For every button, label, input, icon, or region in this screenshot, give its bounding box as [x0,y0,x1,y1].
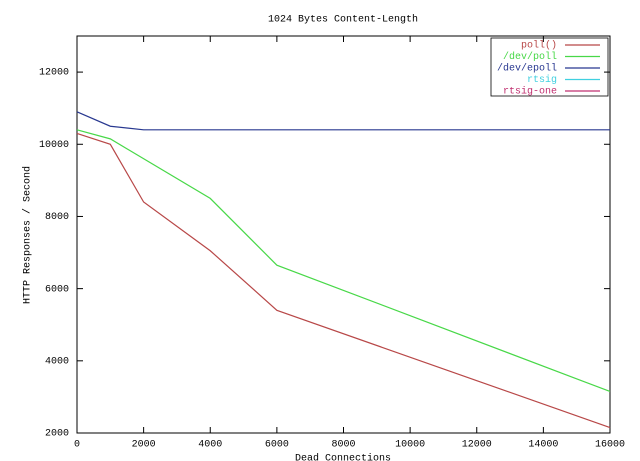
x-tick-label: 8000 [331,440,355,451]
chart-title: 1024 Bytes Content-Length [268,14,418,26]
y-tick-label: 4000 [45,356,69,367]
y-tick-label: 12000 [39,68,69,79]
x-tick-label: 4000 [198,440,222,451]
x-tick-label: 14000 [528,440,558,451]
y-tick-label: 8000 [45,212,69,223]
x-tick-label: 16000 [595,440,625,451]
series-line [76,132,611,429]
legend-box [490,37,609,97]
y-tick-label: 10000 [39,140,69,151]
y-axis-label: HTTP Responses / Second [22,166,34,304]
x-tick-label: 2000 [132,440,156,451]
legend-label: /dev/poll [503,51,557,63]
series-line [76,129,611,393]
x-tick-label: 12000 [462,440,492,451]
legend-label: rtsig-one [503,86,557,98]
x-tick-label: 6000 [265,440,289,451]
y-tick-label: 2000 [45,429,69,440]
x-tick-label: 10000 [395,440,425,451]
legend-label: /dev/epoll [497,63,557,75]
legend-label: poll() [521,40,557,52]
y-tick-label: 6000 [45,284,69,295]
legend-label: rtsig [527,74,557,86]
series-line [76,111,610,131]
x-tick-label: 0 [74,440,80,451]
x-axis-label: Dead Connections [295,453,391,461]
